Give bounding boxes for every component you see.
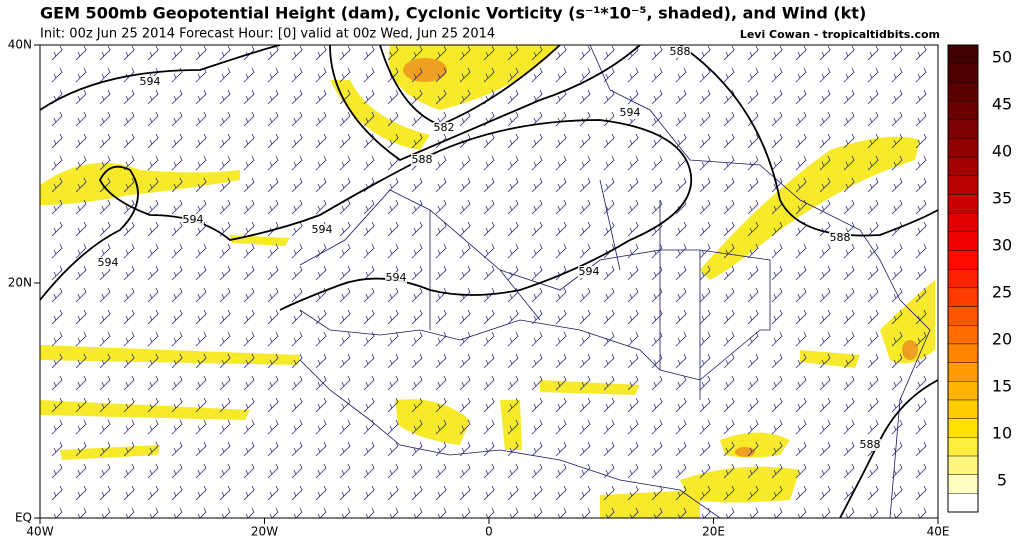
colorbar-band	[947, 138, 979, 158]
colorbar-label: 25	[992, 283, 1012, 302]
lat-label: EQ	[15, 511, 32, 525]
colorbar-band	[947, 493, 979, 513]
subtitle: Init: 00z Jun 25 2014 Forecast Hour: [0]…	[40, 27, 495, 42]
colorbar-label: 5	[997, 471, 1007, 490]
lat-label: 40N	[8, 38, 32, 52]
contour-label: 594	[620, 106, 641, 119]
colorbar-band	[947, 63, 979, 83]
contour-label-bg	[669, 46, 691, 58]
colorbar-band	[947, 100, 979, 120]
colorbar-band	[947, 194, 979, 214]
colorbar-band	[947, 399, 979, 419]
contour-label: 588	[670, 45, 691, 58]
colorbar-frame	[947, 44, 979, 513]
contour-label: 594	[140, 75, 161, 88]
title: GEM 500mb Geopotential Height (dam), Cyc…	[40, 4, 866, 23]
contour-label-bg	[859, 439, 881, 451]
colorbar-band	[947, 231, 979, 251]
contour-label-bg	[139, 76, 161, 88]
contour-label: 582	[434, 121, 455, 134]
colorbar-band	[947, 362, 979, 382]
colorbar-band	[947, 212, 979, 232]
colorbar-band	[947, 418, 979, 438]
contour-label-bg	[829, 232, 851, 244]
colorbar-band	[947, 119, 979, 139]
contour-label: 594	[312, 223, 333, 236]
contour-label: 594	[579, 265, 600, 278]
colorbar-band	[947, 343, 979, 363]
colorbar-band	[947, 306, 979, 326]
contour-label: 594	[98, 256, 119, 269]
colorbar-band	[947, 325, 979, 345]
colorbar-band	[947, 175, 979, 195]
colorbar-band	[947, 455, 979, 475]
colorbar-label: 50	[992, 48, 1012, 67]
contour-label: 594	[183, 213, 204, 226]
colorbar-band	[947, 82, 979, 102]
colorbar-label: 10	[992, 424, 1012, 443]
contour-label-bg	[182, 214, 204, 226]
lon-label: 40W	[26, 525, 53, 539]
contour-label-bg	[411, 154, 433, 166]
contour-label-bg	[578, 266, 600, 278]
colorbar-band	[947, 156, 979, 176]
colorbar-label: 45	[992, 95, 1012, 114]
lon-label: 0	[485, 525, 493, 539]
contour-label: 588	[830, 231, 851, 244]
credit: Levi Cowan - tropicaltidbits.com	[740, 28, 940, 41]
wind-barbs	[40, 45, 938, 518]
colorbar-label: 15	[992, 377, 1012, 396]
contour-label-bg	[619, 107, 641, 119]
colorbar-band	[947, 381, 979, 401]
colorbar-band	[947, 44, 979, 64]
contour-label: 594	[386, 271, 407, 284]
colorbar-label: 20	[992, 330, 1012, 349]
contour-labels: 594 582 588 594 588 594 594 594 594 594 588 588	[97, 45, 881, 451]
colorbar-label: 40	[992, 142, 1012, 161]
colorbar-band	[947, 474, 979, 494]
lon-label: 40E	[927, 525, 950, 539]
contour-label-bg	[433, 122, 455, 134]
map-area	[40, 45, 938, 518]
contour-label-bg	[385, 272, 407, 284]
colorbar: 5 10 15 20 25 30 35 40 45 50	[947, 44, 1012, 513]
lon-label: 20E	[702, 525, 725, 539]
height-contours	[40, 45, 938, 518]
contour-label: 588	[412, 153, 433, 166]
colorbar-band	[947, 437, 979, 457]
colorbar-band	[947, 250, 979, 270]
contour-label-bg	[311, 224, 333, 236]
contour-label: 588	[860, 438, 881, 451]
colorbar-label: 30	[992, 236, 1012, 255]
colorbar-label: 35	[992, 189, 1012, 208]
colorbar-band	[947, 268, 979, 289]
colorbar-band	[947, 287, 979, 307]
lat-label: 20N	[8, 276, 32, 290]
lon-label: 20W	[251, 525, 278, 539]
contour-label-bg	[97, 257, 119, 269]
